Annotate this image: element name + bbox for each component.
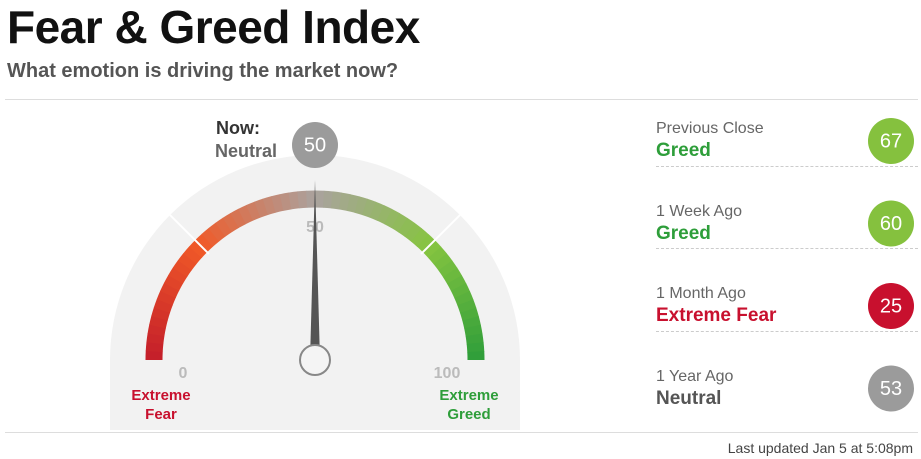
needle xyxy=(310,180,320,360)
gauge-arc xyxy=(230,208,247,228)
history-label: 1 Month Ago xyxy=(656,285,746,302)
needle-hub xyxy=(299,344,331,376)
separator xyxy=(656,330,918,332)
gauge-arc xyxy=(297,190,308,209)
history-badge xyxy=(868,283,914,329)
gauge-arc xyxy=(362,198,377,218)
gauge-arc xyxy=(354,196,368,216)
gauge-arc xyxy=(442,267,463,285)
gauge-arc xyxy=(433,253,453,271)
gauge-arc xyxy=(454,291,474,306)
gauge-arc xyxy=(428,246,448,265)
gauge-arc xyxy=(465,333,484,345)
gauge-arc xyxy=(384,208,401,229)
gauge-arc xyxy=(346,194,360,213)
history-rating: Greed xyxy=(656,140,711,161)
gauge-arc xyxy=(201,227,220,247)
gauge-arc xyxy=(163,274,184,291)
gauge-arc xyxy=(404,222,423,242)
history-value: 60 xyxy=(880,213,902,235)
value-label: 50 xyxy=(304,134,326,156)
gauge-arc xyxy=(172,260,192,277)
gauge-arc xyxy=(450,283,471,299)
gauge-arc xyxy=(369,201,385,221)
history-label: 1 Week Ago xyxy=(656,202,742,220)
divider xyxy=(5,432,918,433)
history-value: 25 xyxy=(880,295,902,317)
subtitle: What emotion is driving the market now? xyxy=(7,60,399,82)
gauge-arc xyxy=(238,204,254,225)
history-label: 1 Year Ago xyxy=(656,367,734,385)
history-badge xyxy=(868,118,914,164)
gauge-arc xyxy=(168,267,188,284)
divider xyxy=(5,99,918,100)
gauge-arc xyxy=(457,299,477,314)
gauge-arc xyxy=(438,260,458,278)
gauge-arc xyxy=(160,282,180,299)
gauge-arc xyxy=(151,307,171,321)
gauge-arc xyxy=(153,298,173,313)
gauge-arc xyxy=(288,191,300,210)
history-badge xyxy=(868,365,914,412)
gauge-arc xyxy=(271,194,284,213)
history-value: 67 xyxy=(880,130,902,152)
gauge-arc xyxy=(222,212,240,233)
gauge-arc xyxy=(322,190,334,209)
history-rating: Neutral xyxy=(656,387,722,409)
gauge-arc xyxy=(464,324,483,337)
gauge-arc xyxy=(466,342,485,353)
gauge-divider xyxy=(420,214,461,255)
gauge-arc xyxy=(147,324,166,337)
gauge-arc xyxy=(262,196,276,215)
gauge-arc xyxy=(422,240,442,259)
gauge-arc xyxy=(447,275,467,292)
gauge-divider xyxy=(169,214,210,255)
value-badge xyxy=(292,122,338,168)
history-rating: Extreme Fear xyxy=(656,305,777,326)
footer: Last updated Jan 5 at 5:08pm xyxy=(727,440,913,456)
now-label: Now: xyxy=(216,118,260,138)
gauge-arc xyxy=(391,213,408,233)
gauge-arc xyxy=(254,198,269,218)
history-value: 53 xyxy=(880,378,902,400)
gauge-arc xyxy=(398,217,415,237)
gauge-arc xyxy=(462,316,481,329)
min-label: Extreme Fear xyxy=(131,387,191,423)
gauge-arc xyxy=(146,333,165,345)
gauge-arc xyxy=(195,233,214,253)
gauge-arc xyxy=(183,246,202,265)
gauge-arc xyxy=(246,201,261,221)
gauge-arc xyxy=(279,192,292,211)
gauge-arc xyxy=(330,191,342,210)
gauge-arc xyxy=(215,217,233,237)
history-label: Previous Close xyxy=(656,120,764,137)
gauge-tick-label: 100 xyxy=(434,365,461,382)
gauge-arc xyxy=(376,205,393,225)
gauge-arc xyxy=(156,290,176,306)
history-rating: Greed xyxy=(656,222,711,244)
gauge-arc xyxy=(177,252,197,271)
gauge-arc xyxy=(145,341,164,353)
gauge-arc xyxy=(338,192,351,211)
gauge-arc xyxy=(460,307,479,321)
separator xyxy=(656,248,918,249)
now-rating: Neutral xyxy=(215,141,277,161)
separator xyxy=(656,165,918,167)
gauge-arc xyxy=(149,315,168,329)
max-label: Extreme Greed xyxy=(439,387,499,423)
title: Fear & Greed Index xyxy=(7,1,420,53)
gauge-arc xyxy=(208,222,226,242)
gauge-tick-label: 0 xyxy=(179,365,188,382)
gauge-arc xyxy=(410,228,429,247)
history-badge xyxy=(868,200,914,247)
